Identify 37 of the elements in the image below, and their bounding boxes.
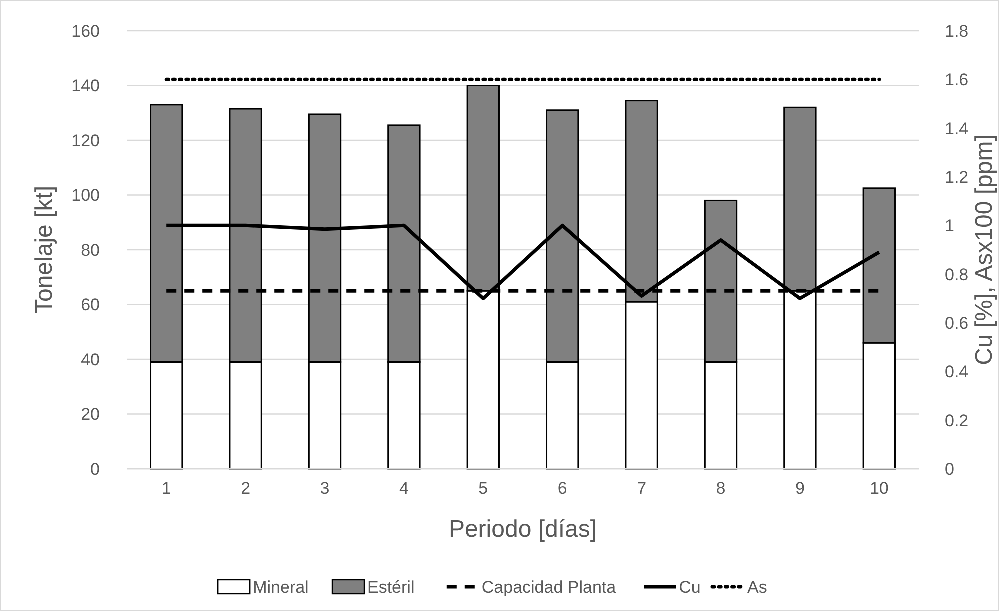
y2-tick-label: 1 xyxy=(945,216,954,236)
y2-tick-label: 0 xyxy=(945,460,954,479)
legend-label: As xyxy=(748,578,768,597)
legend-label: Capacidad Planta xyxy=(482,578,617,597)
y-tick-label: 0 xyxy=(90,460,100,479)
y2-tick-label: 0.6 xyxy=(945,314,969,333)
x-tick-label: 7 xyxy=(637,479,647,498)
y-axis-title: Tonelaje [kt] xyxy=(31,186,58,314)
y-tick-label: 40 xyxy=(81,350,100,370)
y-tick-label: 140 xyxy=(72,76,100,96)
y-tick-label: 100 xyxy=(72,186,100,206)
y-tick-label: 60 xyxy=(81,296,100,315)
x-tick-label: 2 xyxy=(241,479,251,498)
y2-tick-label: 1.4 xyxy=(945,119,969,138)
y-tick-label: 20 xyxy=(81,405,100,424)
x-tick-label: 9 xyxy=(795,479,805,498)
legend-label: Cu xyxy=(679,578,701,597)
x-tick-label: 8 xyxy=(716,479,726,498)
y2-tick-label: 0.4 xyxy=(945,362,969,382)
y2-tick-label: 1.6 xyxy=(945,70,969,90)
x-tick-label: 5 xyxy=(478,479,488,498)
x-tick-label: 3 xyxy=(320,479,330,498)
y2-tick-label: 1.8 xyxy=(945,22,969,41)
x-tick-label: 4 xyxy=(399,479,409,498)
legend-label: Mineral xyxy=(253,578,309,597)
y2-tick-label: 0.2 xyxy=(945,411,969,430)
x-tick-label: 6 xyxy=(558,479,568,498)
x-axis-title: Periodo [días] xyxy=(448,516,598,543)
x-tick-label: 10 xyxy=(870,479,889,498)
y-tick-label: 120 xyxy=(72,131,100,150)
y-tick-label: 160 xyxy=(72,22,100,41)
legend-label: Estéril xyxy=(368,578,415,597)
y-tick-label: 80 xyxy=(81,240,100,260)
y2-tick-label: 0.8 xyxy=(945,265,969,284)
y2-tick-label: 1.2 xyxy=(945,168,969,187)
x-tick-label: 1 xyxy=(162,479,172,498)
y2-axis-title: Cu [%], Asx100 [ppm] xyxy=(971,134,998,366)
